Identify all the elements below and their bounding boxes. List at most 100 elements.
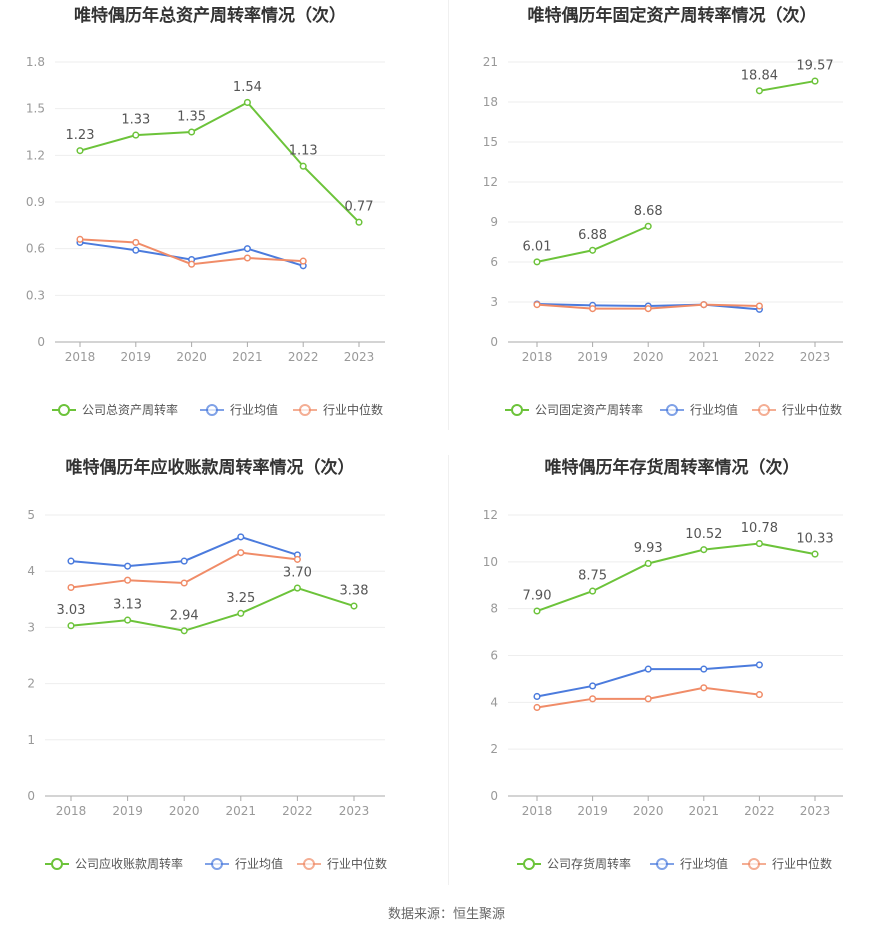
y-tick-label: 0 bbox=[490, 789, 498, 803]
legend-swatch-marker bbox=[656, 858, 668, 870]
data-point-industry-average bbox=[644, 665, 652, 673]
legend-swatch-marker bbox=[58, 404, 70, 416]
data-point-industry-median bbox=[243, 254, 251, 262]
data-point-industry-median bbox=[124, 576, 132, 584]
data-point-company bbox=[644, 222, 652, 230]
legend-swatch-marker bbox=[523, 858, 535, 870]
data-point-industry-average bbox=[700, 665, 708, 673]
data-label: 10.52 bbox=[685, 527, 722, 542]
legend-item-company: 公司存货周转率 bbox=[517, 856, 631, 871]
chart-panel-4: 唯特偶历年存货周转率情况（次） 0 2 4 6 8 10 12 2018 2019 2020 2021… bbox=[483, 457, 843, 871]
data-point-company bbox=[589, 246, 597, 254]
data-point-company bbox=[237, 609, 245, 617]
legend-label: 行业中位数 bbox=[772, 856, 832, 871]
data-point-company bbox=[132, 131, 140, 139]
y-tick-label: 1.5 bbox=[26, 102, 45, 116]
data-label: 6.88 bbox=[578, 228, 607, 243]
data-point-industry-median bbox=[644, 305, 652, 313]
legend-item-company: 公司总资产周转率 bbox=[52, 402, 178, 417]
legend-item-industry-average: 行业均值 bbox=[200, 402, 278, 417]
legend-swatch-marker bbox=[758, 404, 770, 416]
data-point-industry-average bbox=[124, 562, 132, 570]
data-label: 1.23 bbox=[66, 128, 95, 143]
legend-swatch-marker bbox=[303, 858, 315, 870]
x-tick-label: 2020 bbox=[176, 350, 207, 364]
y-tick-label: 2 bbox=[490, 742, 498, 756]
y-tick-label: 0 bbox=[27, 789, 35, 803]
data-point-company bbox=[700, 546, 708, 554]
data-point-industry-median bbox=[533, 703, 541, 712]
x-tick-label: 2022 bbox=[282, 804, 313, 818]
series-line-company bbox=[759, 80, 816, 92]
x-tick-label: 2018 bbox=[522, 804, 553, 818]
data-point-company bbox=[811, 77, 819, 85]
y-tick-label: 18 bbox=[483, 95, 498, 109]
legend-label: 行业中位数 bbox=[327, 856, 387, 871]
data-point-company bbox=[188, 128, 196, 136]
data-point-company bbox=[355, 218, 363, 226]
legend-swatch-marker bbox=[748, 858, 760, 870]
x-tick-label: 2018 bbox=[522, 350, 553, 364]
data-label: 3.13 bbox=[113, 598, 142, 613]
data-point-industry-median bbox=[755, 691, 763, 699]
data-point-industry-average bbox=[237, 533, 245, 541]
data-point-company bbox=[644, 559, 652, 568]
y-tick-label: 4 bbox=[490, 695, 498, 709]
y-tick-label: 0 bbox=[490, 335, 498, 349]
data-label: 1.33 bbox=[121, 113, 150, 128]
data-point-company bbox=[811, 550, 819, 558]
data-label: 10.78 bbox=[741, 521, 778, 536]
legend-label: 行业均值 bbox=[235, 856, 283, 871]
data-point-company bbox=[76, 147, 84, 155]
legend-swatch-marker bbox=[206, 404, 218, 416]
legend-label: 行业均值 bbox=[680, 856, 728, 871]
legend-item-industry-average: 行业均值 bbox=[650, 856, 728, 871]
legend-swatch-marker bbox=[299, 404, 311, 416]
data-point-industry-median bbox=[67, 583, 75, 592]
x-tick-label: 2021 bbox=[232, 350, 263, 364]
data-point-industry-median bbox=[237, 549, 245, 557]
data-source-note: 数据来源：恒生聚源 bbox=[387, 907, 505, 922]
legend-swatch-marker bbox=[511, 404, 523, 416]
legend-item-industry-median: 行业中位数 bbox=[742, 856, 832, 871]
data-point-industry-median bbox=[293, 555, 301, 563]
data-point-industry-average bbox=[589, 682, 597, 690]
legend-label: 行业中位数 bbox=[782, 402, 842, 417]
y-tick-label: 4 bbox=[27, 564, 35, 578]
legend-label: 公司总资产周转率 bbox=[82, 402, 178, 417]
y-tick-label: 0.3 bbox=[26, 288, 45, 302]
x-tick-label: 2020 bbox=[633, 804, 664, 818]
data-point-industry-median bbox=[700, 301, 708, 309]
legend-swatch-marker bbox=[51, 858, 63, 870]
y-tick-label: 5 bbox=[27, 508, 35, 522]
chart-title: 唯特偶历年总资产周转率情况（次） bbox=[74, 5, 346, 26]
x-tick-label: 2019 bbox=[121, 350, 152, 364]
data-point-industry-average bbox=[755, 661, 763, 669]
x-tick-label: 2020 bbox=[169, 804, 200, 818]
y-tick-label: 1 bbox=[27, 733, 35, 747]
data-label: 19.57 bbox=[796, 59, 833, 74]
panel-divider-bottom bbox=[448, 455, 449, 885]
chart-title: 唯特偶历年固定资产周转率情况（次） bbox=[528, 5, 817, 26]
y-tick-label: 21 bbox=[483, 55, 498, 69]
chart-panel-3: 唯特偶历年应收账款周转率情况（次） 0 1 2 3 4 5 2018 2019 2020 2021 2… bbox=[27, 457, 387, 871]
data-label: 18.84 bbox=[741, 68, 778, 83]
legend-label: 公司存货周转率 bbox=[547, 856, 631, 871]
series-line-company bbox=[536, 542, 816, 612]
y-tick-label: 10 bbox=[483, 555, 498, 569]
legend-label: 行业均值 bbox=[230, 402, 278, 417]
series-line-company bbox=[79, 101, 360, 223]
y-tick-label: 6 bbox=[490, 255, 498, 269]
x-tick-label: 2022 bbox=[744, 804, 775, 818]
chart-panel-1: 唯特偶历年总资产周转率情况（次） 0 0.3 0.6 0.9 1.2 1.5 1.8 2018 2… bbox=[26, 5, 385, 417]
legend-item-industry-average: 行业均值 bbox=[205, 856, 283, 871]
data-label: 3.38 bbox=[340, 584, 369, 599]
data-point-company bbox=[755, 540, 763, 548]
data-label: 6.01 bbox=[523, 239, 552, 254]
x-tick-label: 2021 bbox=[689, 804, 720, 818]
data-label: 1.54 bbox=[233, 80, 262, 95]
data-point-company bbox=[589, 587, 597, 595]
y-tick-label: 6 bbox=[490, 649, 498, 663]
data-point-industry-median bbox=[76, 235, 84, 243]
data-point-industry-average bbox=[67, 557, 75, 565]
